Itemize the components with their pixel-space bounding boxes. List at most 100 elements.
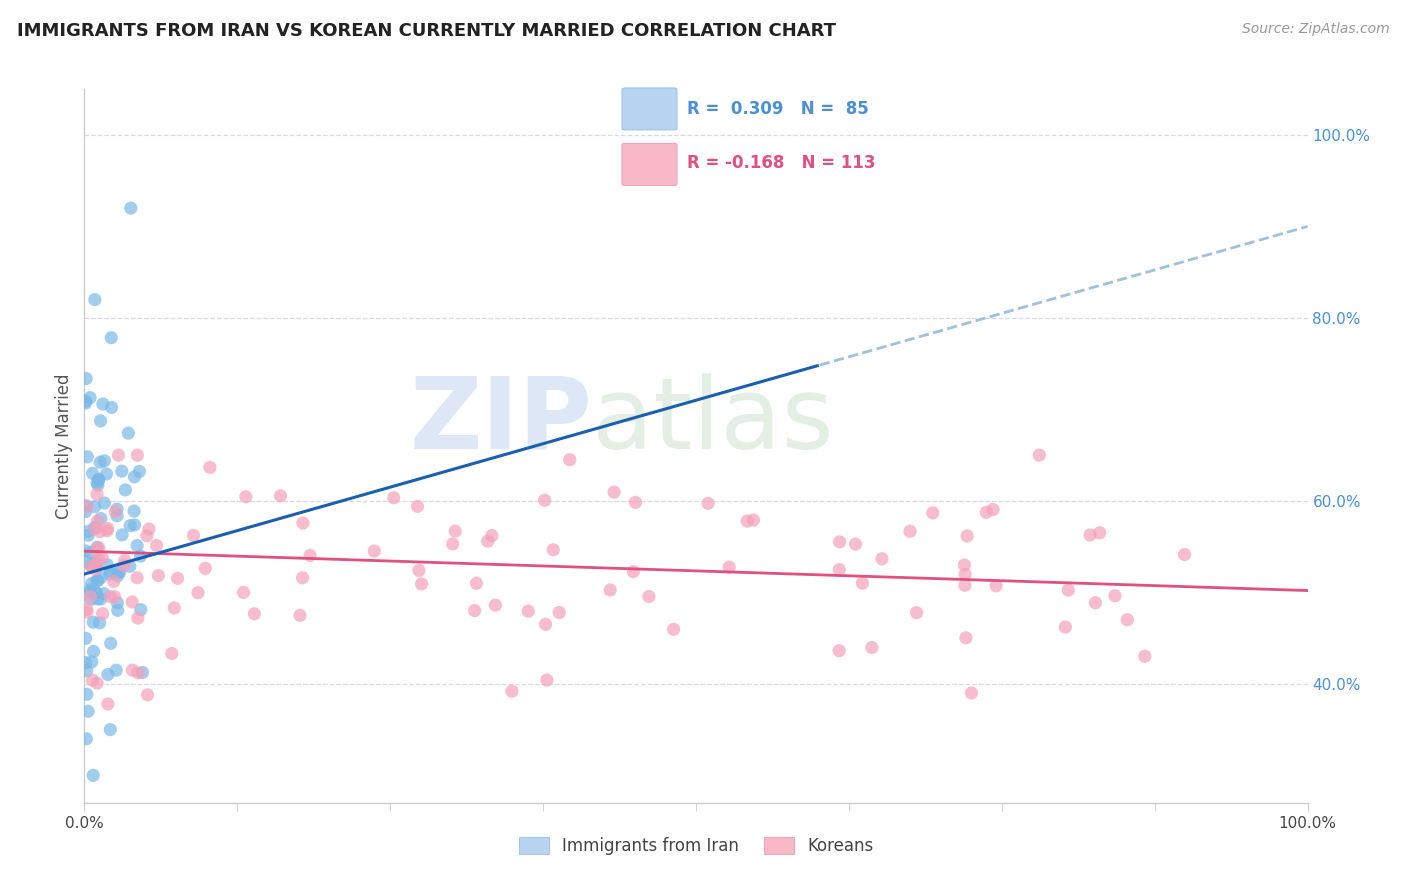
- Point: [76, 664, 98, 678]
- Text: IMMIGRANTS FROM IRAN VS KOREAN CURRENTLY MARRIED CORRELATION CHART: IMMIGRANTS FROM IRAN VS KOREAN CURRENTLY…: [17, 22, 837, 40]
- Point: [1088, 525, 1111, 540]
- Point: [851, 576, 873, 591]
- Point: [411, 577, 433, 591]
- Point: [599, 582, 621, 597]
- Point: [83, 644, 105, 658]
- Point: [860, 640, 883, 655]
- Point: [84, 562, 107, 576]
- Point: [86, 541, 108, 555]
- Point: [122, 504, 145, 518]
- Point: [100, 590, 122, 604]
- Legend: Immigrants from Iran, Koreans: Immigrants from Iran, Koreans: [519, 837, 873, 855]
- FancyBboxPatch shape: [621, 87, 678, 130]
- Point: [112, 558, 135, 573]
- Point: [75, 731, 97, 746]
- Point: [166, 571, 188, 585]
- Point: [89, 615, 111, 630]
- Point: [1116, 613, 1139, 627]
- Point: [75, 394, 97, 409]
- Point: [291, 516, 314, 530]
- Point: [82, 615, 104, 630]
- Point: [984, 579, 1007, 593]
- Point: [104, 590, 127, 604]
- Point: [382, 491, 405, 505]
- Point: [120, 201, 142, 215]
- Point: [163, 601, 186, 615]
- Point: [86, 487, 108, 501]
- Point: [129, 549, 152, 563]
- Point: [105, 502, 128, 516]
- Point: [103, 574, 125, 589]
- Point: [79, 546, 101, 560]
- Point: [953, 558, 976, 572]
- Point: [1028, 448, 1050, 462]
- Point: [76, 524, 98, 539]
- Point: [534, 617, 557, 632]
- Point: [138, 522, 160, 536]
- Point: [96, 467, 118, 481]
- FancyBboxPatch shape: [621, 144, 678, 186]
- Point: [477, 534, 499, 549]
- Point: [89, 524, 111, 539]
- Point: [742, 513, 765, 527]
- Point: [97, 667, 120, 681]
- Point: [105, 663, 128, 677]
- Point: [117, 426, 139, 441]
- Point: [83, 500, 105, 514]
- Point: [90, 592, 112, 607]
- Point: [187, 585, 209, 599]
- Point: [80, 655, 103, 669]
- Point: [75, 544, 97, 558]
- Point: [124, 470, 146, 484]
- Point: [543, 542, 565, 557]
- Point: [77, 528, 100, 542]
- Point: [75, 555, 97, 569]
- Point: [124, 517, 146, 532]
- Point: [80, 576, 103, 591]
- Point: [406, 500, 429, 514]
- Point: [662, 622, 685, 636]
- Point: [828, 563, 851, 577]
- Point: [363, 544, 385, 558]
- Point: [735, 514, 758, 528]
- Point: [501, 684, 523, 698]
- Point: [86, 574, 108, 588]
- Point: [87, 472, 110, 486]
- Point: [76, 605, 98, 619]
- Point: [1084, 596, 1107, 610]
- Point: [288, 608, 311, 623]
- Point: [96, 524, 118, 538]
- Point: [83, 583, 105, 598]
- Point: [105, 508, 128, 523]
- Point: [111, 464, 134, 478]
- Point: [484, 598, 506, 612]
- Point: [107, 596, 129, 610]
- Text: R =  0.309   N =  85: R = 0.309 N = 85: [688, 100, 869, 118]
- Point: [107, 448, 129, 462]
- Text: ZIP: ZIP: [409, 373, 592, 469]
- Text: R = -0.168   N = 113: R = -0.168 N = 113: [688, 154, 876, 172]
- Point: [75, 396, 97, 410]
- Point: [79, 590, 101, 604]
- Point: [953, 567, 976, 582]
- Point: [956, 529, 979, 543]
- Point: [898, 524, 921, 539]
- Point: [953, 578, 976, 592]
- Point: [638, 590, 661, 604]
- Point: [97, 522, 120, 536]
- Point: [408, 564, 430, 578]
- Point: [1133, 649, 1156, 664]
- Point: [697, 496, 720, 510]
- Point: [108, 565, 131, 579]
- Point: [90, 570, 112, 584]
- Point: [121, 595, 143, 609]
- Point: [84, 555, 107, 569]
- Point: [299, 549, 322, 563]
- Point: [136, 688, 159, 702]
- Point: [921, 506, 943, 520]
- Point: [1054, 620, 1077, 634]
- Point: [83, 293, 105, 307]
- Point: [90, 414, 112, 428]
- Point: [100, 401, 122, 415]
- Point: [75, 505, 97, 519]
